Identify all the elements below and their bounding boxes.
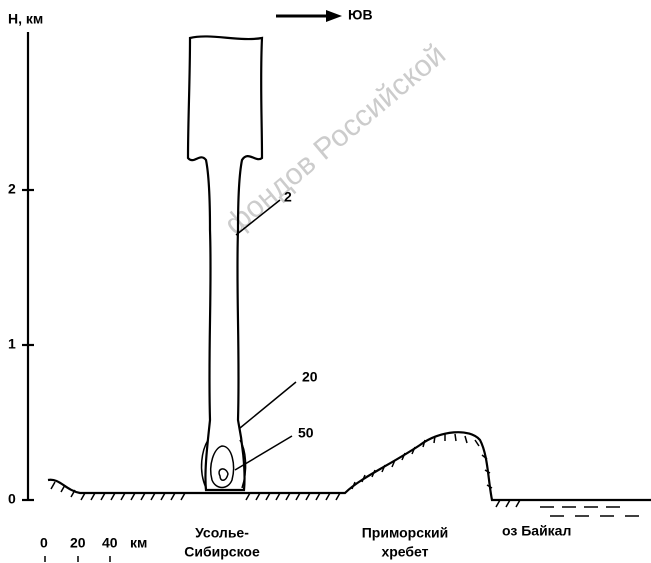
watermark: фондов Российской — [218, 38, 452, 241]
scale-tick-label: 20 — [70, 535, 86, 551]
axis-tick-label: 2 — [8, 181, 16, 197]
axis-label: H, км — [8, 11, 43, 27]
ground-hatching — [51, 434, 520, 507]
scale-unit: км — [130, 535, 147, 551]
axis-tick-label: 0 — [8, 491, 16, 507]
contour-50 — [211, 446, 234, 488]
place-label: хребет — [381, 544, 428, 560]
diagram: фондов Российской H, км 0 1 2 ЮВ 2 20 50… — [0, 0, 651, 563]
plume — [188, 36, 262, 490]
scale-tick-label: 0 — [40, 535, 48, 551]
contour-label: 2 — [284, 189, 292, 205]
axis-tick-label: 1 — [8, 336, 16, 352]
leader — [240, 382, 296, 428]
lake — [540, 507, 639, 516]
scale-ticks — [45, 556, 110, 562]
place-label: Усолье- — [195, 525, 249, 541]
ground — [48, 432, 651, 500]
place-label: Приморский — [362, 525, 449, 541]
scale-tick-label: 40 — [102, 535, 118, 551]
place-label: Сибирское — [184, 544, 260, 560]
direction-label: ЮВ — [348, 7, 373, 23]
arrow-head — [326, 10, 342, 22]
place-label: оз Байкал — [502, 523, 571, 539]
contour-label: 20 — [302, 369, 318, 385]
contour-label: 50 — [298, 425, 314, 441]
